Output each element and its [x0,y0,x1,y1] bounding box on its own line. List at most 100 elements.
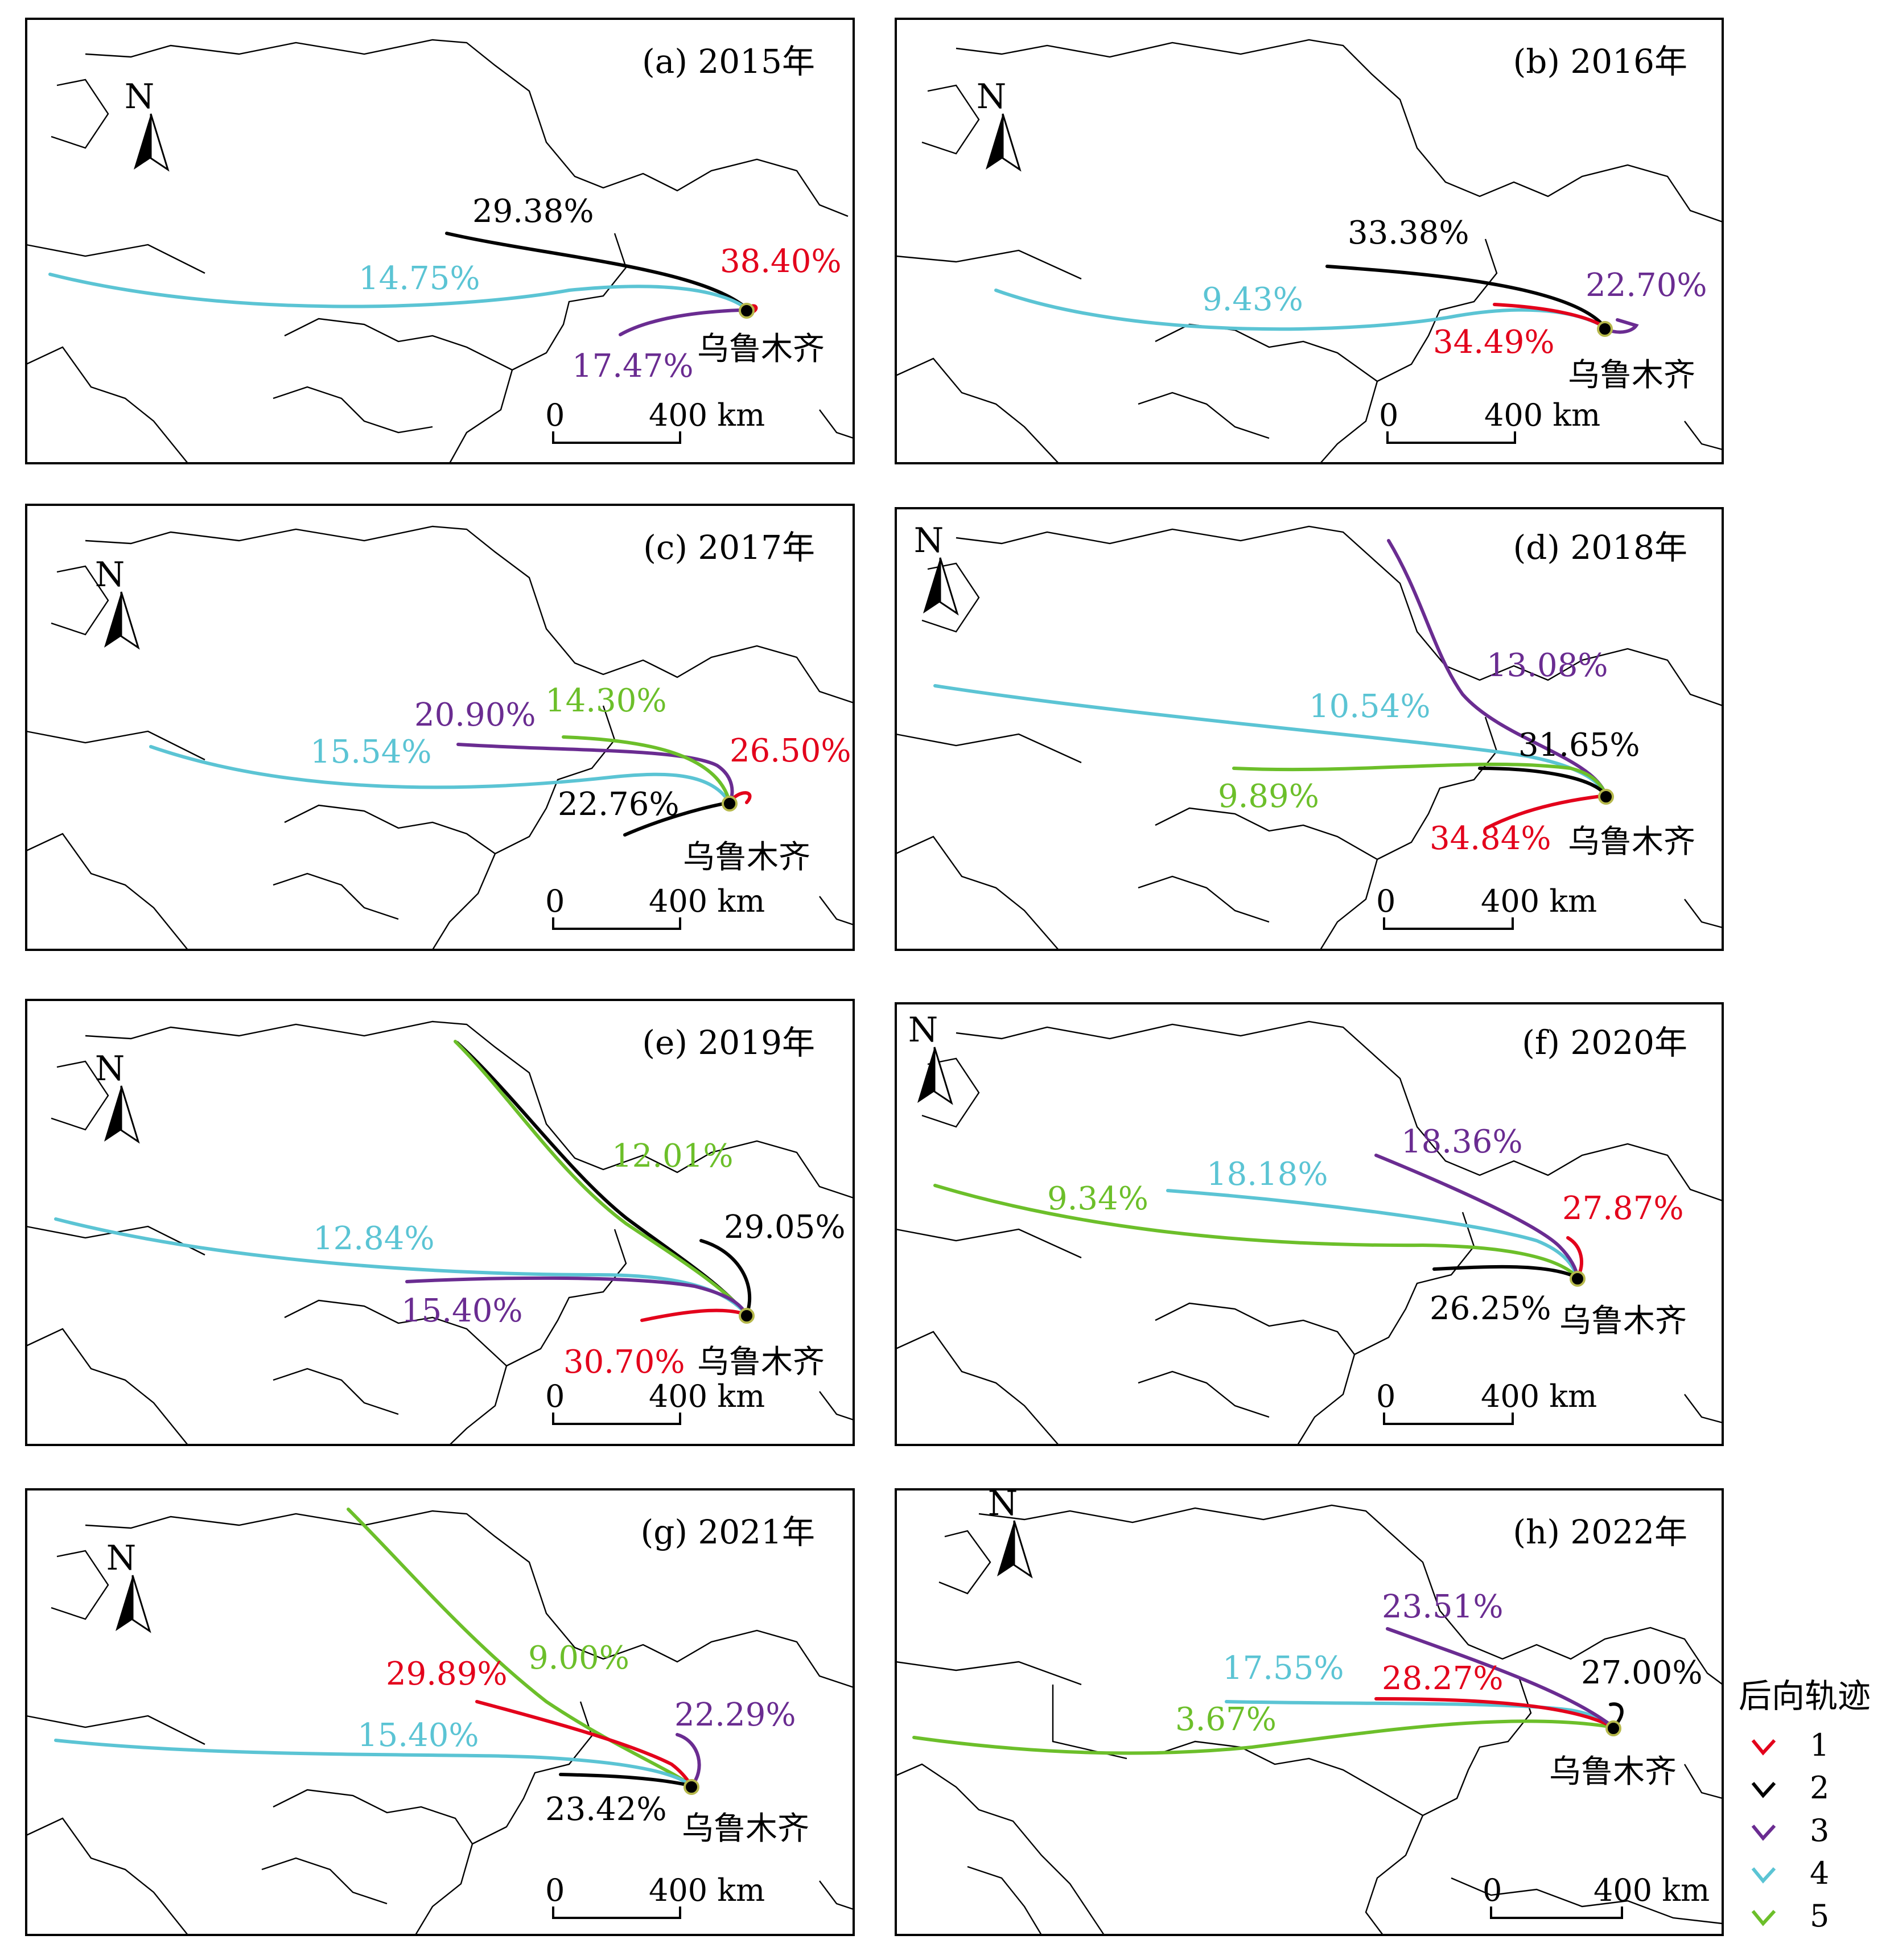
percent-label-3: 20.90% [414,697,536,734]
percent-label-1: 28.27% [1382,1660,1504,1697]
svg-text:0: 0 [545,397,565,433]
trajectory-5 [912,1719,1615,1755]
percent-label-4: 15.40% [357,1717,479,1754]
svg-text:0: 0 [1379,397,1398,433]
legend: 后向轨迹 1 2 3 4 5 [1739,1677,1871,1934]
city-label: 乌鲁木齐 [682,1810,809,1847]
svg-text:0: 0 [1376,883,1395,919]
percent-label-3: 15.40% [401,1292,523,1329]
legend-label-4: 4 [1810,1855,1829,1891]
country-borders [895,525,1723,950]
percent-label-4: 18.18% [1207,1156,1328,1193]
svg-text:400 km: 400 km [649,883,765,919]
north-label: N [908,1010,938,1050]
percent-label-3: 23.51% [1382,1588,1504,1625]
city-label: 乌鲁木齐 [683,839,810,876]
north-label: N [125,77,155,117]
percent-label-3: 22.29% [674,1697,796,1733]
trajectory-2 [1325,265,1607,329]
city-marker [1597,321,1613,337]
trajectory-2 [445,232,748,310]
percent-label-5: 9.89% [1218,778,1319,815]
panel-title: (b) 2016年 [1513,42,1687,81]
north-arrow: N [95,555,140,650]
legend-item-2: 2 [1751,1770,1829,1806]
legend-item-5: 5 [1751,1898,1829,1934]
scale-bar: 0 400 km [1376,883,1597,930]
trajectory-2 [623,801,731,837]
percent-label-5: 3.67% [1175,1701,1277,1738]
panel-frame [895,1002,1724,1446]
city-marker [1598,789,1614,805]
scale-bar: 0 400 km [1379,397,1600,444]
svg-text:0: 0 [545,1378,565,1414]
percent-label-1: 29.89% [386,1656,508,1693]
svg-text:400 km: 400 km [1484,397,1600,433]
legend-swatch-2 [1751,1781,1776,1798]
trajectory-3 [619,306,753,336]
city-label: 乌鲁木齐 [697,331,825,368]
panel-frame [25,504,855,951]
percent-label-4: 12.84% [313,1220,435,1257]
scale-bar: 0 400 km [545,883,765,930]
city-marker [739,1308,755,1324]
svg-text:0: 0 [545,1872,565,1908]
percent-label-2: 33.38% [1348,215,1469,252]
legend-swatch-3 [1751,1824,1776,1841]
trajectory-3 [1386,1627,1615,1729]
north-arrow: N [988,1484,1033,1579]
percent-label-3: 22.70% [1586,267,1707,304]
scale-bar: 0 400 km [545,1378,765,1425]
percent-label-2: 22.76% [558,786,680,823]
percent-label-2: 29.38% [472,193,594,230]
percent-label-2: 29.05% [724,1209,846,1246]
trajectory-3 [1387,539,1608,797]
svg-text:400 km: 400 km [1481,883,1597,919]
panel-g: N (g) 2021年 29.89% 9.00% 22.29% 15.40% 2… [25,1488,855,1936]
panel-e: N (e) 2019年 12.01% 29.05% 12.84% 15.40% … [25,999,855,1446]
svg-text:0: 0 [1483,1872,1502,1908]
panel-d: N (d) 2018年 13.08% 10.54% 31.65% 9.89% 3… [895,507,1724,951]
svg-text:400 km: 400 km [1593,1872,1710,1908]
north-label: N [988,1484,1018,1523]
legend-item-3: 3 [1751,1813,1829,1848]
legend-label-2: 2 [1810,1770,1829,1806]
svg-text:400 km: 400 km [649,1872,765,1908]
trajectory-4 [149,745,731,804]
trajectory-1 [1374,1697,1615,1729]
percent-label-5: 14.30% [545,682,667,719]
north-arrow: N [977,77,1022,172]
panel-title: (a) 2015年 [642,42,815,81]
percent-label-2: 27.00% [1581,1654,1703,1691]
trajectory-5 [933,1184,1579,1279]
panel-h: N (h) 2022年 23.51% 17.55% 28.27% 27.00% … [895,1484,1724,1936]
percent-label-1: 26.50% [730,732,851,769]
trajectory-5 [347,1508,693,1788]
percent-label-1: 30.70% [563,1344,685,1381]
panel-b: N (b) 2016年 33.38% 9.43% 22.70% 34.49% 乌… [895,18,1724,464]
panel-f: N (f) 2020年 18.36% 18.18% 9.34% 27.87% 2… [895,1002,1724,1446]
panel-title: (g) 2021年 [641,1513,815,1551]
trajectory-2b [699,1239,752,1316]
legend-label-3: 3 [1810,1813,1829,1848]
percent-label-1: 34.84% [1430,820,1551,857]
city-marker [683,1779,699,1795]
city-label: 乌鲁木齐 [1568,823,1695,860]
trajectory-1 [475,1700,693,1788]
panel-title: (c) 2017年 [643,528,815,567]
panel-frame [895,18,1724,464]
panel-frame [25,999,855,1446]
percent-label-2: 23.42% [545,1791,667,1828]
north-label: N [914,521,944,561]
north-arrow: N [95,1049,140,1144]
scale-bar: 0 400 km [545,397,765,444]
north-label: N [95,555,125,595]
trajectory-1 [640,1308,748,1322]
trajectory-2 [1478,767,1608,797]
percent-label-1: 38.40% [720,243,842,280]
percent-label-3: 18.36% [1401,1123,1523,1160]
scale-bar: 0 400 km [545,1872,765,1919]
city-marker [1605,1720,1621,1736]
percent-label-5: 12.01% [612,1138,734,1175]
percent-label-1: 34.49% [1433,324,1555,361]
